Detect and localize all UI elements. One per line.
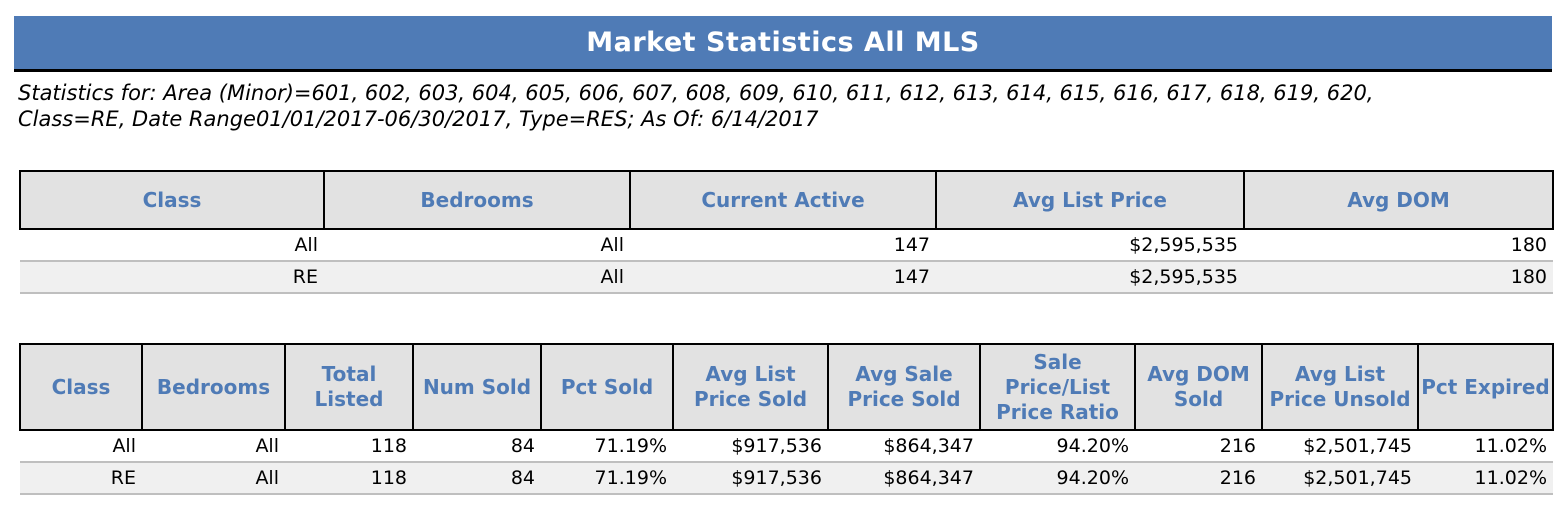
cell-num-sold: 84 <box>413 462 541 495</box>
cell-class: RE <box>20 261 324 294</box>
header-avg-list-price-sold: Avg List Price Sold <box>672 343 829 431</box>
header-pct-expired: Pct Expired <box>1417 343 1554 431</box>
cell-avg-list-price-sold: $917,536 <box>673 462 828 495</box>
cell-class: All <box>20 430 142 463</box>
header-total-listed: Total Listed <box>284 343 414 431</box>
criteria-line-1: Statistics for: Area (Minor)=601, 602, 6… <box>18 81 1374 105</box>
table-row: All All 118 84 71.19% $917,536 $864,347 … <box>20 430 1553 463</box>
header-num-sold: Num Sold <box>412 343 542 431</box>
criteria-line-2: Class=RE, Date Range01/01/2017-06/30/201… <box>18 107 819 131</box>
cell-avg-list-price-sold: $917,536 <box>673 430 828 463</box>
cell-num-sold: 84 <box>413 430 541 463</box>
cell-avg-sale-price-sold: $864,347 <box>828 430 980 463</box>
cell-avg-dom: 180 <box>1244 261 1553 294</box>
cell-current-active: 147 <box>630 229 936 262</box>
cell-avg-sale-price-sold: $864,347 <box>828 462 980 495</box>
table-header-row: Class Bedrooms Total Listed Num Sold Pct… <box>19 343 1554 431</box>
cell-total-listed: 118 <box>285 462 413 495</box>
cell-pct-expired: 11.02% <box>1418 462 1553 495</box>
cell-avg-dom-sold: 216 <box>1135 430 1262 463</box>
active-listings-table: Class Bedrooms Current Active Avg List P… <box>19 170 1554 294</box>
cell-avg-dom-sold: 216 <box>1135 462 1262 495</box>
cell-bedrooms: All <box>324 229 630 262</box>
page-title: Market Statistics All MLS <box>14 16 1552 72</box>
cell-pct-sold: 71.19% <box>541 462 673 495</box>
table-row: RE All 118 84 71.19% $917,536 $864,347 9… <box>20 462 1553 495</box>
cell-avg-dom: 180 <box>1244 229 1553 262</box>
cell-bedrooms: All <box>142 430 285 463</box>
cell-avg-list-price-unsold: $2,501,745 <box>1262 430 1418 463</box>
header-avg-dom-sold: Avg DOM Sold <box>1134 343 1263 431</box>
header-bedrooms: Bedrooms <box>141 343 286 431</box>
header-current-active: Current Active <box>629 170 937 230</box>
cell-bedrooms: All <box>142 462 285 495</box>
header-avg-list-price-unsold: Avg List Price Unsold <box>1261 343 1419 431</box>
table-header-row: Class Bedrooms Current Active Avg List P… <box>19 170 1554 230</box>
header-class: Class <box>19 343 143 431</box>
header-class: Class <box>19 170 325 230</box>
header-sale-list-ratio: Sale Price/List Price Ratio <box>979 343 1136 431</box>
cell-sale-list-ratio: 94.20% <box>980 430 1135 463</box>
cell-class: RE <box>20 462 142 495</box>
header-pct-sold: Pct Sold <box>540 343 674 431</box>
header-avg-list-price: Avg List Price <box>935 170 1245 230</box>
header-avg-dom: Avg DOM <box>1243 170 1554 230</box>
table-row: RE All 147 $2,595,535 180 <box>20 261 1553 294</box>
header-avg-sale-price-sold: Avg Sale Price Sold <box>827 343 981 431</box>
cell-avg-list-price: $2,595,535 <box>936 261 1244 294</box>
sold-listings-table: Class Bedrooms Total Listed Num Sold Pct… <box>19 343 1554 495</box>
table-row: All All 147 $2,595,535 180 <box>20 229 1553 262</box>
cell-sale-list-ratio: 94.20% <box>980 462 1135 495</box>
cell-pct-sold: 71.19% <box>541 430 673 463</box>
cell-bedrooms: All <box>324 261 630 294</box>
header-bedrooms: Bedrooms <box>323 170 631 230</box>
cell-avg-list-price: $2,595,535 <box>936 229 1244 262</box>
cell-current-active: 147 <box>630 261 936 294</box>
statistics-criteria: Statistics for: Area (Minor)=601, 602, 6… <box>18 80 1548 132</box>
cell-avg-list-price-unsold: $2,501,745 <box>1262 462 1418 495</box>
cell-total-listed: 118 <box>285 430 413 463</box>
cell-pct-expired: 11.02% <box>1418 430 1553 463</box>
cell-class: All <box>20 229 324 262</box>
